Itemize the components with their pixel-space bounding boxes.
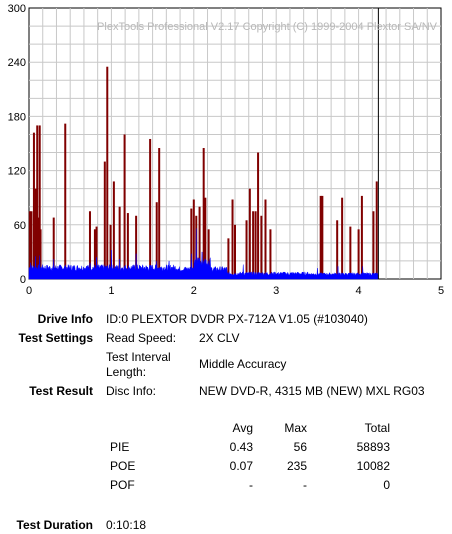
row-pof-max: - [303,478,307,492]
y-tick-label: 60 [14,220,26,232]
poe-bar [349,226,352,279]
poe-bar [103,161,106,279]
poe-bar [252,211,255,279]
test-interval-label-line2: Length: [106,365,147,379]
col-header-total: Total [364,421,390,435]
x-tick-label: 5 [438,285,444,297]
poe-bar [36,125,39,279]
poe-bar [95,226,98,279]
poe-bar [158,148,161,279]
x-tick-label: 4 [356,285,362,297]
col-header-avg: Avg [232,421,253,435]
poe-bar [88,211,91,279]
row-poe-name: POE [110,459,136,473]
test-settings-label: Test Settings [18,331,93,345]
poe-bar [264,199,267,279]
read-speed-value: 2X CLV [199,331,240,345]
x-tick-label: 0 [26,285,32,297]
drive-info-value: ID:0 PLEXTOR DVDR PX-712A V1.05 (#103040… [106,312,368,326]
row-pie-avg: 0.43 [229,440,253,454]
poe-bar [28,211,31,279]
poe-bar [30,211,33,279]
poe-bar [34,188,37,279]
poe-bar [257,152,260,279]
poe-bar [64,123,67,279]
poe-bar [32,132,35,279]
chart-canvas: 300 240 180 120 60 0 0 1 2 3 4 5 PlexTools Profess… [8,3,444,297]
pie-area [28,228,379,280]
poe-bar [192,199,195,279]
poe-bar [321,195,324,279]
poe-bar [375,181,378,279]
poe-bar [234,224,236,279]
poe-bar [126,213,129,279]
y-tick-label: 180 [8,111,26,123]
poe-bar [360,195,363,279]
x-tick-label: 3 [273,285,279,297]
test-duration-value: 0:10:18 [106,518,147,532]
poe-bar [231,199,234,279]
poe-bar [38,125,41,279]
poe-bar [372,211,375,279]
poe-bar [135,215,138,279]
poe-bar [319,195,322,279]
row-poe-avg: 0.07 [229,459,253,473]
drive-info-label: Drive Info [37,312,93,326]
poe-bar [207,229,210,279]
poe-bar [190,208,193,279]
poe-bar [198,206,201,279]
test-result-label: Test Result [29,384,93,398]
y-tick-label: 300 [8,3,26,15]
poe-bar [248,188,251,279]
poe-bar [149,138,152,279]
row-pie-total: 58893 [356,440,390,454]
row-poe-max: 235 [286,459,307,473]
poe-bar [109,224,112,279]
disc-info-value: NEW DVD-R, 4315 MB (NEW) MXL RG03 [199,384,425,398]
row-pie-name: PIE [110,440,130,454]
row-pof-name: POF [110,478,135,492]
col-header-max: Max [284,421,307,435]
chart-watermark: PlexTools Professional V2.17 Copyright (… [97,21,438,33]
poe-bar [341,197,344,279]
poe-bar [106,66,109,279]
error-chart: 300 240 180 120 60 0 0 1 2 3 4 5 PlexTools Profess… [8,3,444,297]
row-pie-max: 56 [293,440,307,454]
y-tick-label: 120 [8,166,26,178]
row-pof-total: 0 [383,478,390,492]
poe-bar [123,134,126,279]
row-pof-avg: - [249,478,253,492]
y-tick-label: 0 [20,274,26,286]
poe-bar [112,181,115,279]
x-tick-label: 2 [191,285,197,297]
x-tick-label: 1 [108,285,114,297]
test-interval-value: Middle Accuracy [199,357,287,371]
poe-bar [204,197,207,279]
disc-info-label: Disc Info: [106,384,157,398]
row-poe-total: 10082 [356,459,390,473]
poe-bar [269,229,272,279]
poe-bar [260,215,263,279]
poe-bar [245,220,248,279]
test-interval-label-line1: Test Interval [106,350,171,364]
poe-bar [357,229,360,279]
poe-bar [202,148,205,279]
poe-bar [52,217,55,279]
poe-bar [254,211,257,279]
read-speed-label: Read Speed: [106,331,177,345]
poe-bar [155,202,158,279]
y-tick-label: 240 [8,57,26,69]
poe-bar [227,238,230,279]
test-duration-label: Test Duration [16,518,93,532]
poe-bar [93,229,96,279]
poe-bar [39,229,42,279]
poe-bar [118,206,121,279]
poe-bar [336,220,339,279]
